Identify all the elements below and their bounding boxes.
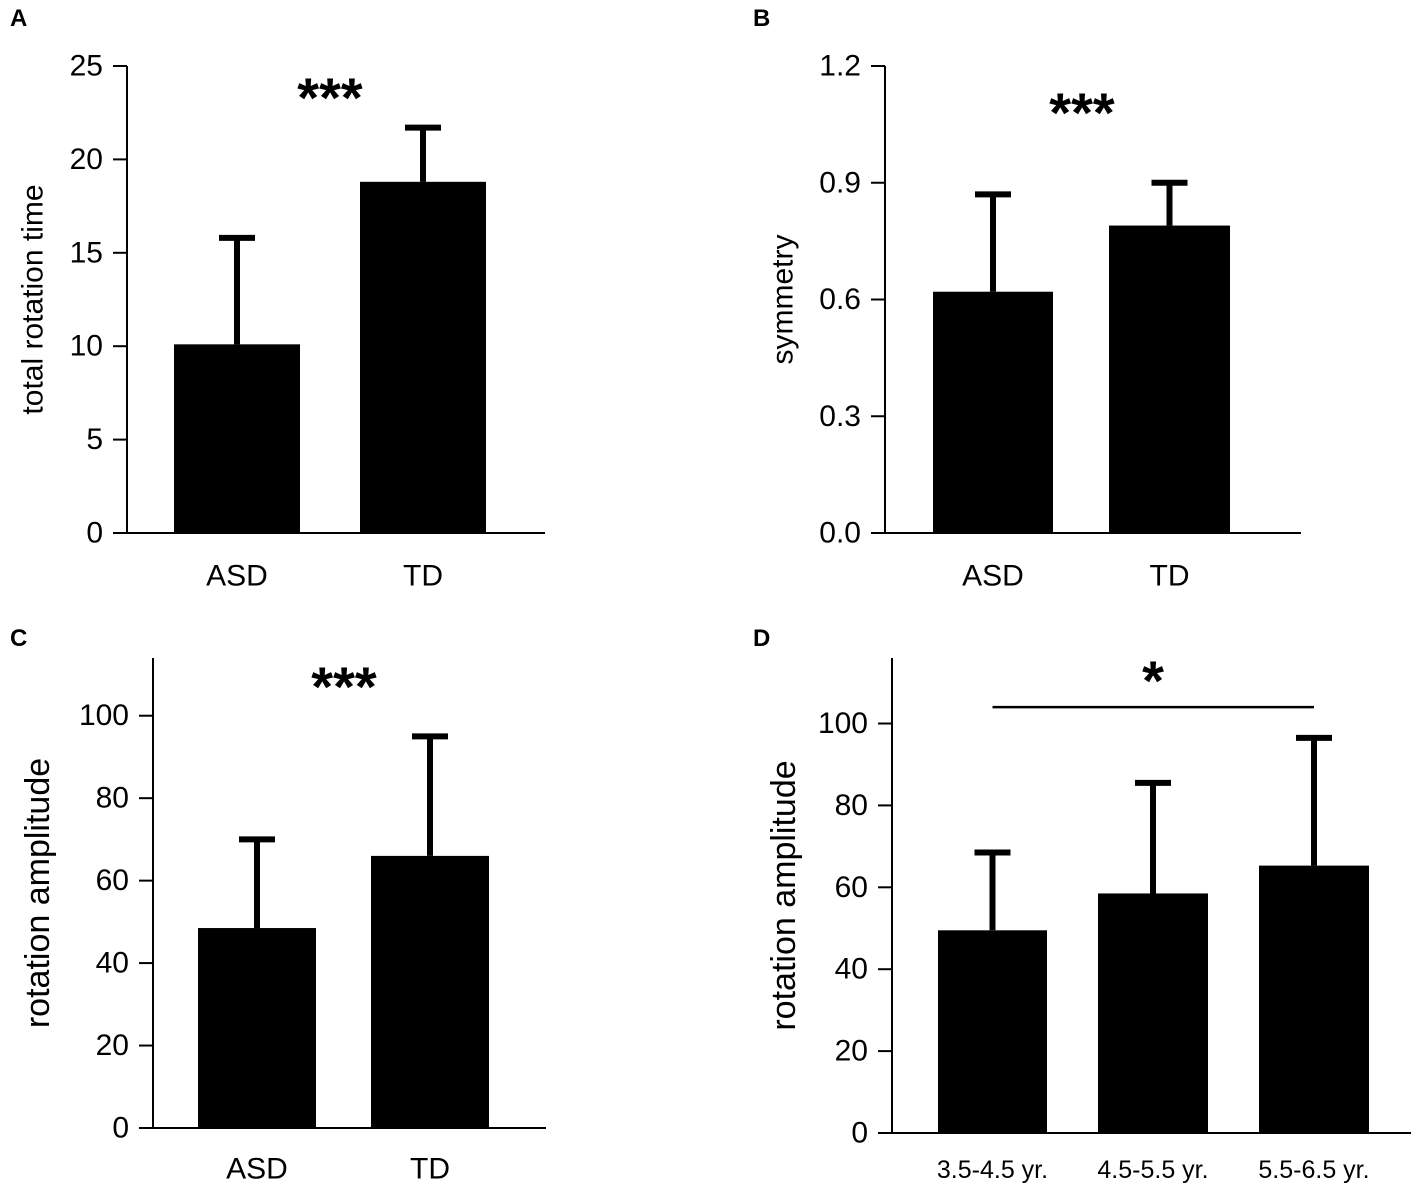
panel-b-significance-stars: *** — [1049, 81, 1115, 144]
panel-b-bar — [1109, 225, 1230, 533]
panel-b-y-tick-label: 0.9 — [819, 166, 861, 199]
panel-d-letter: D — [753, 625, 770, 652]
panel-c-y-tick-label: 20 — [96, 1029, 129, 1062]
panel-c-y-axis-label: rotation amplitude — [19, 758, 57, 1028]
panel-d-x-tick-label: 3.5-4.5 yr. — [937, 1156, 1048, 1183]
panel-c-y-tick-label: 0 — [112, 1112, 129, 1145]
panel-c-bar — [198, 928, 316, 1128]
panel-d-significance-stars: * — [1142, 649, 1164, 712]
panel-a-bar — [360, 181, 486, 534]
panel-d-bar — [1259, 865, 1369, 1133]
panel-b-x-tick-label: ASD — [962, 560, 1024, 593]
panel-a-letter: A — [10, 5, 27, 32]
panel-d-y-tick-label: 80 — [835, 789, 868, 822]
panel-a-y-tick-label: 10 — [70, 330, 103, 363]
panel-a-y-tick-label: 20 — [70, 143, 103, 176]
panel-c-y-tick-label: 60 — [96, 864, 129, 897]
panel-a-y-tick-label: 25 — [70, 50, 103, 83]
panel-a-significance-stars: *** — [297, 66, 363, 129]
panel-c-significance-stars: *** — [311, 655, 377, 718]
panel-d-x-tick-label: 5.5-6.5 yr. — [1258, 1156, 1369, 1183]
panel-b-y-tick-label: 0.6 — [819, 283, 861, 316]
panel-c-letter: C — [10, 625, 27, 652]
panel-c-y-tick-label: 100 — [79, 699, 129, 732]
panel-a-x-tick-label: TD — [403, 560, 443, 593]
panel-c-bar — [371, 855, 489, 1128]
panel-b-y-tick-label: 0.0 — [819, 517, 861, 550]
panel-a-y-axis-label: total rotation time — [17, 184, 50, 414]
panel-c-y-tick-label: 80 — [96, 782, 129, 815]
panel-c-x-tick-label: ASD — [226, 1153, 288, 1184]
panel-d-y-axis-label: rotation amplitude — [765, 760, 803, 1030]
panel-b-x-tick-label: TD — [1150, 560, 1190, 593]
panel-d-y-tick-label: 0 — [851, 1117, 868, 1150]
panel-a-y-tick-label: 5 — [86, 423, 103, 456]
panel-d-y-tick-label: 60 — [835, 871, 868, 904]
panel-b-y-tick-label: 1.2 — [819, 50, 861, 83]
panel-d-y-tick-label: 20 — [835, 1035, 868, 1068]
panel-b-letter: B — [753, 5, 770, 32]
panel-d-bar — [938, 930, 1047, 1133]
panel-a-x-tick-label: ASD — [206, 560, 268, 593]
panel-c-y-tick-label: 40 — [96, 947, 129, 980]
panel-d-y-tick-label: 40 — [835, 953, 868, 986]
panel-b-y-axis-label: symmetry — [767, 235, 800, 365]
panel-c-x-tick-label: TD — [410, 1153, 450, 1184]
panel-a-bar — [174, 344, 300, 533]
panel-b-y-tick-label: 0.3 — [819, 400, 861, 433]
panel-a-y-tick-label: 15 — [70, 236, 103, 269]
panel-d-x-tick-label: 4.5-5.5 yr. — [1097, 1156, 1208, 1183]
panel-b-bar — [933, 291, 1053, 533]
panel-d-bar — [1098, 893, 1208, 1133]
panel-d-y-tick-label: 100 — [818, 707, 868, 740]
panel-a-y-tick-label: 0 — [86, 517, 103, 550]
